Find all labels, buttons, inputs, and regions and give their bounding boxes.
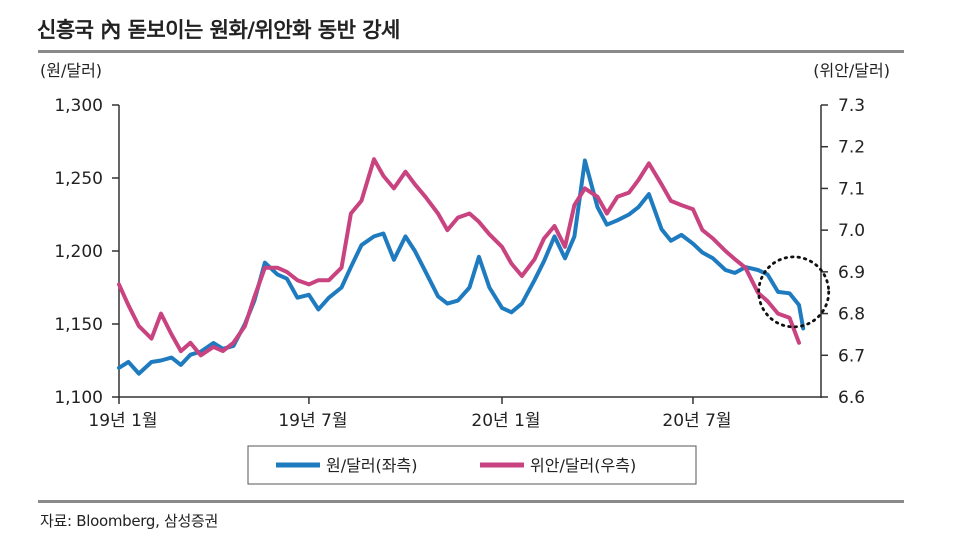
x-tick-label: 19년 7월 xyxy=(278,411,347,431)
series-line-krw-usd xyxy=(117,158,806,376)
bottom-divider xyxy=(38,500,904,503)
legend-label-cny: 위안/달러(우측) xyxy=(530,456,636,475)
right-axis-ticks: 6.6 6.7 6.8 6.9 7.0 7.1 7.2 7.3 xyxy=(821,96,865,408)
right-tick-label: 7.2 xyxy=(838,138,865,158)
right-tick-label: 6.7 xyxy=(838,346,865,366)
left-tick-label: 1,100 xyxy=(54,388,103,408)
legend-box xyxy=(247,445,697,485)
left-tick-label: 1,300 xyxy=(54,96,103,116)
highlight-circle-annotation xyxy=(757,255,831,329)
right-tick-label: 7.1 xyxy=(838,179,865,199)
right-tick-label: 7.3 xyxy=(838,96,865,116)
right-tick-label: 6.9 xyxy=(838,263,865,283)
x-axis-ticks: 19년 1월 19년 7월 20년 1월 20년 7월 xyxy=(88,397,732,431)
legend-label-krw: 원/달러(좌측) xyxy=(326,456,417,475)
left-axis-ticks: 1,100 1,150 1,200 1,250 1,300 xyxy=(54,96,119,408)
axes-group: (원/달러) (위안/달러) 1,100 1,150 1,200 1,250 1,300… xyxy=(40,61,890,431)
x-tick-label: 20년 7월 xyxy=(662,411,731,431)
right-tick-label: 7.0 xyxy=(838,221,865,241)
right-tick-label: 6.8 xyxy=(838,305,865,325)
series-lines xyxy=(117,157,806,376)
chart-title: 신흥국 內 돋보이는 원화/위안화 동반 강세 xyxy=(37,18,400,42)
x-tick-label: 20년 1월 xyxy=(471,411,540,431)
right-axis-unit: (위안/달러) xyxy=(813,61,890,80)
source-note: 자료: Bloomberg, 삼성증권 xyxy=(40,512,219,530)
x-tick-label: 19년 1월 xyxy=(88,411,157,431)
left-axis-unit: (원/달러) xyxy=(40,61,102,80)
top-divider xyxy=(38,50,904,53)
left-tick-label: 1,150 xyxy=(54,315,103,335)
right-tick-label: 6.6 xyxy=(838,388,865,408)
legend: 원/달러(좌측) 위안/달러(우측) xyxy=(247,445,697,485)
left-tick-label: 1,250 xyxy=(54,169,103,189)
left-tick-label: 1,200 xyxy=(54,242,103,262)
series-line-cny-usd xyxy=(117,157,801,358)
